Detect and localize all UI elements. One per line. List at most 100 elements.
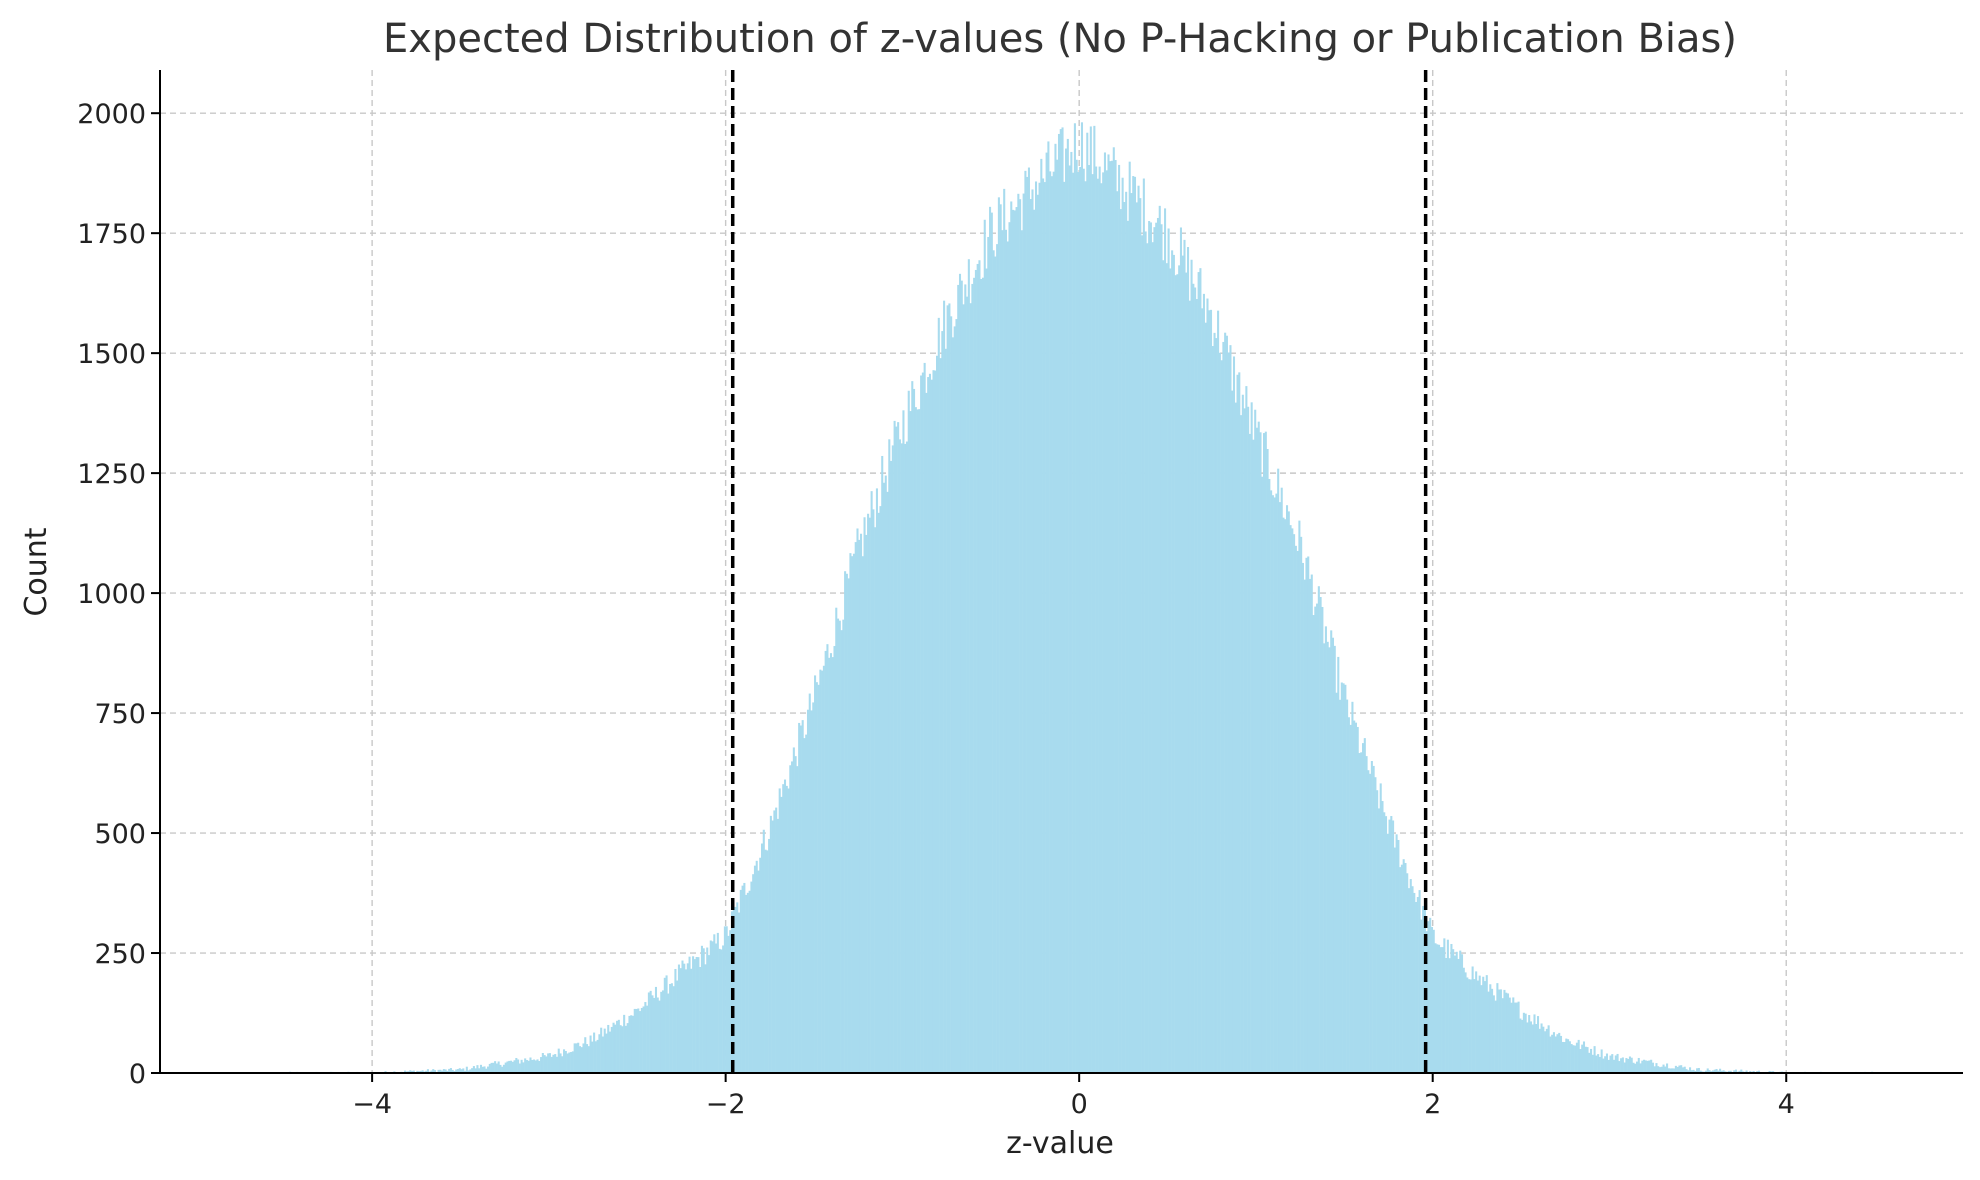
- histogram-bar: [432, 1069, 435, 1073]
- histogram-bar: [464, 1070, 467, 1073]
- histogram-bar: [433, 1070, 437, 1073]
- histogram-bar: [1598, 1056, 1601, 1073]
- histogram-bar: [1381, 801, 1384, 1073]
- histogram-bar: [1416, 896, 1419, 1073]
- histogram-bar: [1282, 517, 1285, 1073]
- histogram-bar: [1061, 127, 1064, 1073]
- histogram-bar: [1413, 892, 1416, 1073]
- histogram-bar: [550, 1056, 553, 1073]
- histogram-bar: [835, 607, 838, 1073]
- histogram-bar: [1648, 1060, 1651, 1073]
- histogram-bar: [559, 1053, 562, 1073]
- histogram-bar: [1273, 497, 1276, 1074]
- histogram-bar: [1565, 1038, 1568, 1073]
- histogram-bar: [1105, 170, 1108, 1074]
- histogram-bar: [508, 1060, 511, 1073]
- histogram-bar: [1020, 230, 1023, 1074]
- histogram-bar: [1653, 1066, 1656, 1073]
- histogram-bar: [1091, 174, 1094, 1073]
- histogram-bar: [909, 411, 912, 1074]
- histogram-bar: [1202, 293, 1205, 1074]
- histogram-bar: [430, 1070, 433, 1073]
- histogram-bar: [858, 539, 861, 1073]
- histogram-bar: [568, 1052, 571, 1073]
- histogram-bar: [593, 1032, 596, 1073]
- histogram-bar: [921, 372, 924, 1073]
- histogram-bar: [1128, 161, 1131, 1074]
- histogram-bar: [828, 657, 831, 1073]
- histogram-bar: [771, 820, 774, 1073]
- histogram-bar: [863, 517, 866, 1073]
- histogram-bar: [1225, 335, 1228, 1074]
- histogram-bar: [1054, 143, 1057, 1073]
- histogram-bar: [601, 1036, 604, 1073]
- histogram-bar: [914, 407, 917, 1073]
- histogram-bar: [1400, 864, 1403, 1073]
- histogram-bar: [990, 212, 993, 1073]
- histogram-bar: [1176, 274, 1179, 1073]
- histogram-bar: [983, 219, 986, 1074]
- histogram-bar: [718, 948, 721, 1073]
- histogram-bar: [715, 943, 718, 1073]
- histogram-bar: [752, 874, 755, 1073]
- histogram-bar: [1252, 439, 1255, 1074]
- histogram-bar: [1312, 615, 1315, 1073]
- histogram-bar: [1538, 1028, 1541, 1073]
- histogram-bar: [743, 882, 746, 1073]
- histogram-bar: [495, 1063, 498, 1073]
- histogram-bar: [692, 956, 695, 1073]
- histogram-bar: [1425, 931, 1428, 1073]
- histogram-bar: [1142, 178, 1145, 1073]
- histogram-bar: [1245, 386, 1248, 1074]
- histogram-bar: [1561, 1041, 1564, 1073]
- histogram-bar: [985, 268, 988, 1074]
- histogram-bar: [677, 964, 680, 1073]
- histogram-bar: [1535, 1024, 1538, 1073]
- histogram-bar: [978, 260, 981, 1073]
- histogram-bar: [1232, 356, 1236, 1073]
- histogram-bar: [458, 1068, 461, 1073]
- histogram-bar: [517, 1059, 520, 1073]
- histogram-bar: [582, 1043, 585, 1073]
- histogram-bar: [842, 619, 845, 1073]
- histogram-bar: [639, 1011, 642, 1073]
- histogram-bar: [1611, 1054, 1614, 1073]
- histogram-bar: [1441, 947, 1444, 1073]
- histogram-bar: [589, 1035, 592, 1073]
- histogram-bar: [902, 410, 905, 1073]
- x-tick-label: −4: [352, 1089, 392, 1120]
- histogram-bar: [847, 578, 850, 1073]
- histogram-bar: [1505, 992, 1508, 1073]
- histogram-bar: [1328, 647, 1331, 1073]
- histogram-bar: [1635, 1061, 1639, 1073]
- histogram-bar: [700, 945, 703, 1073]
- histogram-bar: [1086, 132, 1089, 1073]
- histogram-bar: [1526, 1022, 1529, 1073]
- histogram-bar: [1089, 126, 1092, 1073]
- histogram-bar: [769, 815, 772, 1073]
- histogram-bar: [571, 1051, 574, 1073]
- histogram-bar: [1013, 210, 1016, 1073]
- histogram-bar: [1250, 402, 1253, 1073]
- histogram-bar: [1088, 165, 1091, 1073]
- histogram-bar: [753, 865, 756, 1073]
- histogram-bar: [1144, 231, 1147, 1074]
- histogram-bar: [628, 1015, 631, 1073]
- histogram-bar: [1478, 975, 1481, 1073]
- histogram-bar: [958, 273, 962, 1073]
- histogram-bar: [631, 1015, 635, 1073]
- histogram-bar: [1657, 1066, 1660, 1073]
- histogram-bar: [476, 1065, 479, 1073]
- histogram-bar: [801, 720, 804, 1073]
- histogram-bar: [695, 957, 698, 1073]
- histogram-bar: [1049, 171, 1052, 1073]
- histogram-bar: [773, 810, 776, 1073]
- histogram-bar: [1174, 275, 1177, 1074]
- histogram-bar: [1082, 168, 1085, 1073]
- histogram-bar: [969, 303, 972, 1073]
- histogram-bar: [1674, 1065, 1677, 1073]
- histogram-bar: [1010, 201, 1013, 1073]
- histogram-bar: [1462, 967, 1465, 1073]
- histogram-bar: [1220, 360, 1223, 1073]
- histogram-bar: [918, 409, 921, 1073]
